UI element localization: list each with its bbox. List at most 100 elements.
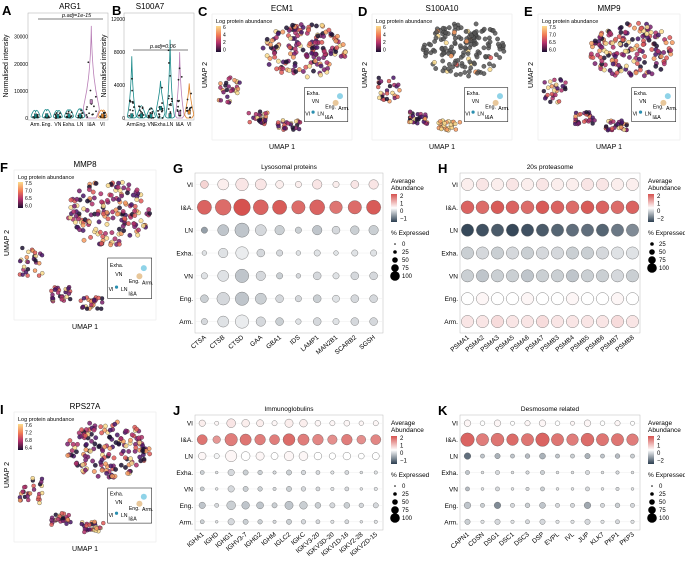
dot bbox=[350, 294, 359, 303]
x-tick-label: I&A bbox=[87, 122, 96, 128]
dot bbox=[314, 502, 322, 509]
colorbar-tick: −1 bbox=[400, 459, 408, 465]
umap-point bbox=[69, 448, 75, 454]
panel-b: B S100A7 Normalised intensity 0 4000 8000 1… bbox=[101, 2, 195, 128]
umap-point bbox=[288, 35, 293, 41]
box bbox=[178, 110, 182, 116]
umap-point bbox=[651, 56, 657, 61]
umap-point bbox=[442, 45, 448, 51]
dot bbox=[201, 226, 208, 234]
dot bbox=[235, 314, 249, 329]
umap-point bbox=[468, 65, 474, 71]
umap-point bbox=[607, 30, 613, 36]
umap-point bbox=[31, 483, 36, 488]
inset-label: LN bbox=[121, 513, 128, 519]
panel-title: MMP8 bbox=[73, 160, 97, 169]
umap-point bbox=[50, 296, 56, 301]
row-label: Arm. bbox=[444, 519, 458, 526]
row-label: Eng. bbox=[445, 296, 459, 303]
umap-point bbox=[578, 111, 583, 117]
umap-point bbox=[120, 448, 126, 454]
umap-point bbox=[453, 127, 459, 132]
colorbar-tick: 6.5 bbox=[549, 40, 556, 46]
col-label: CTSD bbox=[227, 334, 245, 351]
umap-point bbox=[397, 88, 402, 93]
umap-point bbox=[90, 189, 96, 195]
dot bbox=[313, 271, 322, 280]
umap-point bbox=[610, 44, 616, 50]
umap-point bbox=[99, 467, 105, 473]
umap-point bbox=[386, 78, 392, 84]
dot bbox=[611, 223, 624, 237]
dot bbox=[625, 200, 640, 214]
dot bbox=[359, 520, 363, 524]
x-axis-label: UMAP 1 bbox=[72, 324, 98, 331]
umap-point bbox=[613, 36, 618, 42]
umap-point bbox=[108, 242, 113, 248]
umap-point bbox=[649, 47, 655, 52]
dot bbox=[570, 503, 575, 508]
dot bbox=[368, 225, 379, 236]
size-key-label: 100 bbox=[402, 516, 413, 522]
umap-point bbox=[22, 485, 27, 490]
umap-point bbox=[396, 82, 401, 87]
dot bbox=[347, 200, 362, 215]
dot bbox=[580, 432, 595, 447]
umap-point bbox=[314, 45, 320, 50]
umap-point bbox=[74, 196, 80, 202]
violin-point bbox=[161, 102, 164, 104]
dot bbox=[626, 223, 639, 237]
umap-point bbox=[96, 444, 102, 450]
umap-point bbox=[384, 96, 390, 102]
dot bbox=[491, 269, 504, 283]
dot bbox=[295, 273, 301, 279]
dot bbox=[356, 435, 366, 445]
umap-point bbox=[88, 235, 93, 240]
umap-point bbox=[87, 527, 92, 532]
dot bbox=[298, 451, 309, 461]
dot bbox=[585, 470, 590, 475]
dot bbox=[257, 486, 263, 492]
dot bbox=[240, 451, 251, 461]
umap-point bbox=[95, 306, 100, 311]
umap-point bbox=[25, 259, 30, 265]
umap-point bbox=[324, 60, 330, 65]
umap-point bbox=[482, 36, 488, 42]
dot bbox=[331, 226, 341, 235]
dot bbox=[330, 519, 335, 524]
x-ticks: Arm. Eng. VN Exha. LN I&A VI bbox=[30, 122, 105, 128]
violin-point bbox=[85, 114, 88, 116]
violin-point bbox=[167, 108, 170, 110]
violin-exha bbox=[155, 80, 166, 119]
umap-point bbox=[83, 467, 88, 473]
umap-point bbox=[113, 207, 119, 213]
dot bbox=[495, 486, 500, 492]
dot bbox=[630, 503, 635, 508]
umap-point bbox=[663, 40, 669, 46]
violin-point bbox=[161, 86, 163, 89]
dot bbox=[344, 486, 350, 492]
colorbar-tick: 6.0 bbox=[25, 204, 32, 210]
umap-point bbox=[99, 241, 104, 246]
dot bbox=[358, 420, 364, 426]
dot bbox=[312, 179, 323, 190]
umap-point bbox=[117, 205, 122, 211]
dot bbox=[535, 200, 550, 214]
inset-label: Eng. bbox=[129, 506, 140, 512]
dot bbox=[566, 433, 579, 446]
dot bbox=[596, 292, 609, 306]
umap-point bbox=[618, 25, 624, 30]
umap-point bbox=[118, 462, 124, 468]
dot bbox=[475, 200, 490, 214]
size-key-label: 100 bbox=[659, 266, 670, 272]
dot bbox=[611, 433, 624, 446]
umap-point bbox=[439, 126, 444, 132]
umap-point bbox=[414, 116, 420, 122]
dot bbox=[506, 433, 519, 446]
umap-point bbox=[98, 424, 104, 430]
dot bbox=[476, 292, 489, 306]
dot bbox=[218, 248, 229, 258]
umap-point bbox=[328, 51, 334, 57]
dot bbox=[295, 318, 302, 325]
dot bbox=[480, 519, 485, 524]
